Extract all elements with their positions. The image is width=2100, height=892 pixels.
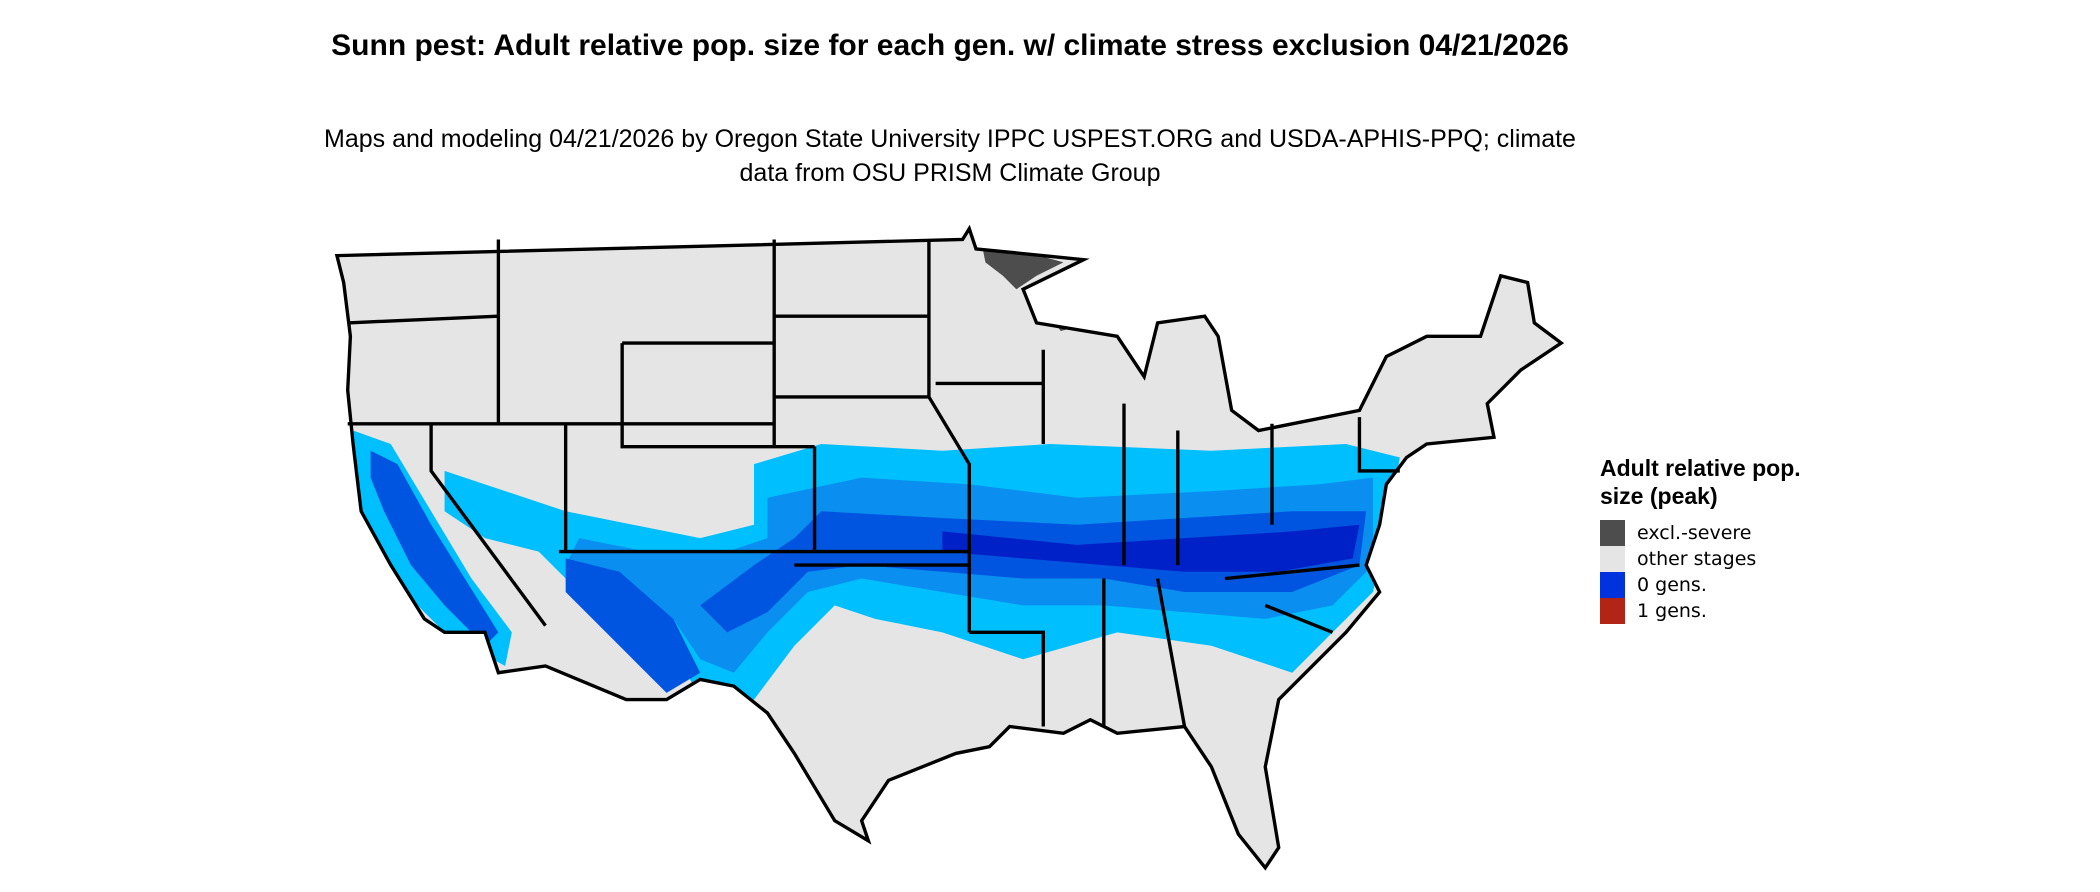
legend-label: excl.-severe bbox=[1637, 522, 1752, 544]
legend-item-other-stages: other stages bbox=[1600, 546, 1820, 572]
legend-item-0-gens: 0 gens. bbox=[1600, 572, 1820, 598]
legend-label: other stages bbox=[1637, 548, 1757, 570]
legend-swatch bbox=[1600, 520, 1625, 546]
legend-swatch bbox=[1600, 546, 1625, 572]
legend-label: 0 gens. bbox=[1637, 574, 1707, 596]
excluded-zone-minnesota bbox=[982, 248, 1064, 290]
legend-title: Adult relative pop. size (peak) bbox=[1600, 455, 1801, 509]
risk-zone-dark bbox=[942, 524, 1360, 572]
risk-zone-california bbox=[370, 450, 499, 646]
legend-label: 1 gens. bbox=[1637, 600, 1707, 622]
us-outline bbox=[334, 224, 1565, 871]
risk-zone-southwest bbox=[565, 558, 701, 693]
map-subtitle: Maps and modeling 04/21/2026 by Oregon S… bbox=[324, 125, 1576, 187]
legend-item-1-gens: 1 gens. bbox=[1600, 598, 1820, 624]
state-borders bbox=[334, 224, 1565, 871]
map-title: Sunn pest: Adult relative pop. size for … bbox=[331, 29, 1569, 62]
legend-swatch bbox=[1600, 598, 1625, 624]
legend: Adult relative pop. size (peak) excl.-se… bbox=[1600, 454, 1820, 624]
legend-item-excluded: excl.-severe bbox=[1600, 520, 1820, 546]
legend-swatch bbox=[1600, 572, 1625, 598]
